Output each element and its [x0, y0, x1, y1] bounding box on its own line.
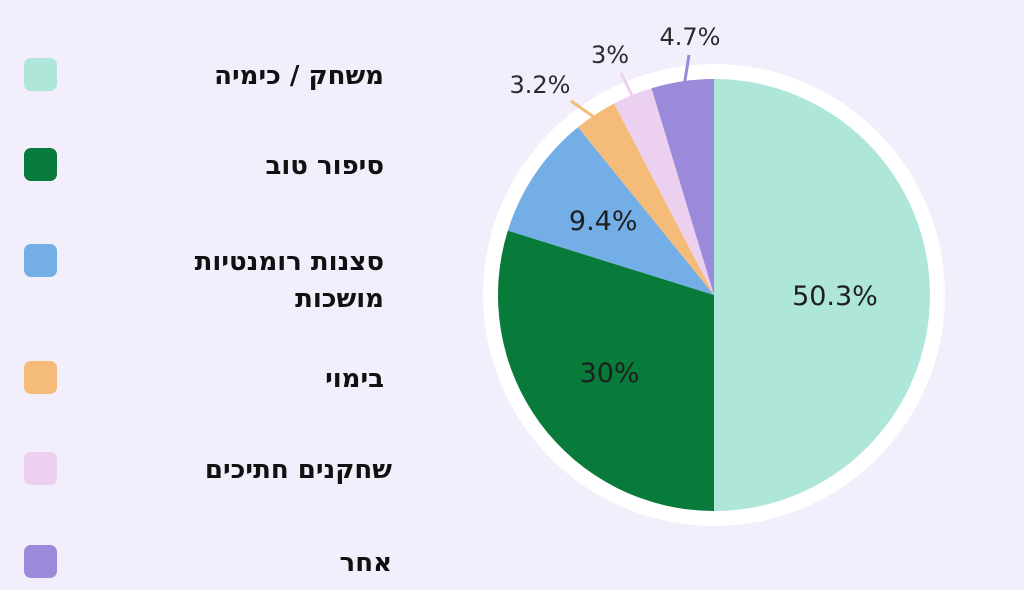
- leader-line: [570, 99, 601, 123]
- pie-labels: 50.3% 30% 9.4% 3.2% 3% 4.7%: [510, 23, 878, 389]
- legend-swatch: [24, 452, 57, 485]
- pie-slice: [507, 127, 714, 295]
- leader-line: [682, 54, 691, 90]
- slice-value-label: 3%: [591, 41, 629, 69]
- leader-line: [619, 72, 637, 104]
- chart-legend: משחק / כימיה סיפור טוב סצנות רומנטיות מו…: [0, 0, 400, 590]
- slice-value-label: 4.7%: [660, 23, 721, 51]
- slice-value-label: 50.3%: [792, 281, 878, 312]
- legend-swatch: [24, 361, 57, 394]
- pie-slice: [651, 79, 714, 295]
- legend-swatch: [24, 148, 57, 181]
- pie-slice: [497, 230, 714, 511]
- legend-label: סצנות רומנטיות מושכות: [194, 247, 384, 314]
- slice-value-label: 9.4%: [569, 206, 638, 237]
- legend-swatch: [24, 545, 57, 578]
- slice-value-label: 30%: [580, 358, 640, 389]
- pie-slice: [578, 103, 714, 295]
- pie-slice: [714, 79, 930, 511]
- legend-label: אחר: [339, 548, 392, 578]
- legend-label: שחקנים חתיכים: [204, 455, 392, 485]
- legend-label: משחק / כימיה: [214, 61, 384, 91]
- pie-slices: [497, 79, 930, 511]
- legend-swatch: [24, 244, 57, 277]
- legend-label: סיפור טוב: [265, 151, 385, 181]
- pie-slice: [614, 88, 714, 295]
- legend-swatch: [24, 58, 57, 91]
- legend-label: בימוי: [325, 364, 384, 394]
- slice-value-label: 3.2%: [510, 71, 571, 99]
